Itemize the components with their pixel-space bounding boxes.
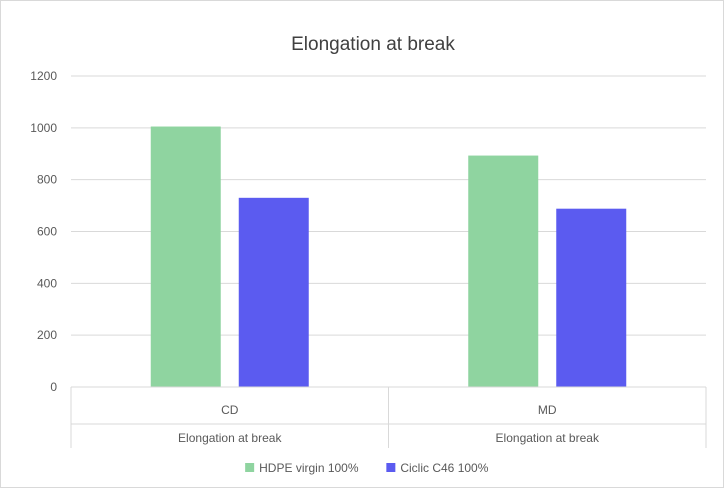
chart-title: Elongation at break (291, 34, 455, 55)
legend-swatch (245, 463, 255, 472)
y-tick-label: 800 (37, 173, 57, 187)
y-tick-label: 400 (37, 276, 57, 290)
legend-label: Ciclic C46 100% (400, 461, 488, 475)
legend-swatch (386, 463, 396, 472)
x-category-label: MD (538, 403, 557, 417)
y-tick-label: 600 (37, 225, 57, 239)
x-group-label: Elongation at break (496, 431, 600, 445)
y-tick-label: 200 (37, 328, 57, 342)
x-category-label: CD (221, 403, 239, 417)
bar (468, 155, 539, 387)
x-axis: CD Elongation at break MD Elongation at bre… (70, 386, 707, 448)
y-axis: 0 200 400 600 800 1000 1200 (30, 69, 57, 394)
bar (556, 208, 627, 387)
x-group-label: Elongation at break (178, 431, 282, 445)
bar (238, 197, 309, 387)
bar (150, 126, 221, 387)
y-tick-label: 1000 (30, 121, 57, 135)
y-tick-label: 1200 (30, 69, 57, 83)
bars (150, 126, 627, 387)
legend: HDPE virgin 100% Ciclic C46 100% (245, 461, 489, 475)
y-tick-label: 0 (50, 380, 57, 394)
legend-label: HDPE virgin 100% (259, 461, 359, 475)
